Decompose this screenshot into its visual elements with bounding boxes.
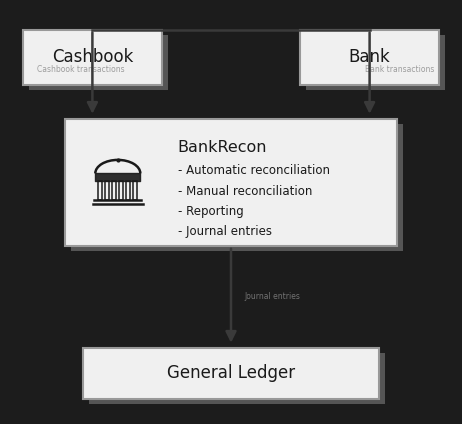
FancyBboxPatch shape <box>83 348 379 399</box>
Text: BankRecon: BankRecon <box>178 140 267 155</box>
Bar <box>119 181 123 200</box>
FancyBboxPatch shape <box>89 353 385 404</box>
Text: Bank transactions: Bank transactions <box>365 65 434 75</box>
Text: - Manual reconciliation: - Manual reconciliation <box>178 185 312 198</box>
FancyBboxPatch shape <box>29 35 168 90</box>
FancyBboxPatch shape <box>65 119 397 246</box>
Text: Cashbook: Cashbook <box>52 48 133 66</box>
FancyBboxPatch shape <box>23 30 162 85</box>
FancyBboxPatch shape <box>71 124 403 251</box>
Text: - Reporting: - Reporting <box>178 205 243 218</box>
Text: Bank: Bank <box>349 48 390 66</box>
Bar <box>98 181 102 200</box>
Text: - Automatic reconciliation: - Automatic reconciliation <box>178 165 330 177</box>
Bar <box>134 181 138 200</box>
Bar <box>105 181 109 200</box>
FancyBboxPatch shape <box>306 35 445 90</box>
Text: General Ledger: General Ledger <box>167 364 295 382</box>
Bar <box>126 181 130 200</box>
Text: Journal entries: Journal entries <box>245 292 301 301</box>
Bar <box>112 181 116 200</box>
Text: Cashbook transactions: Cashbook transactions <box>37 65 125 75</box>
Text: - Journal entries: - Journal entries <box>178 226 272 238</box>
FancyBboxPatch shape <box>300 30 439 85</box>
